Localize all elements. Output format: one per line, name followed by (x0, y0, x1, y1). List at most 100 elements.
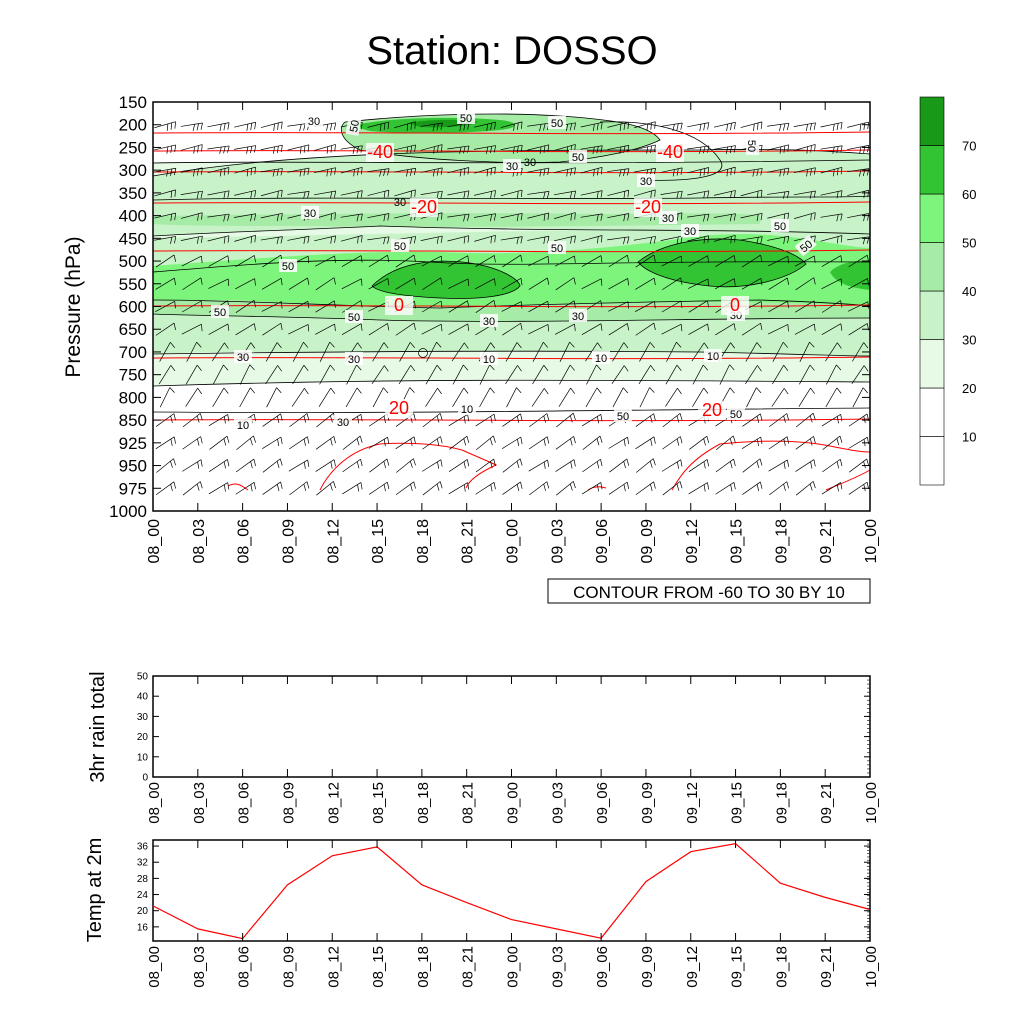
barb-feather (437, 145, 439, 153)
humidity-label: 30 (345, 352, 363, 366)
barb-staff (395, 254, 415, 268)
pressure-tick-label: 450 (119, 229, 147, 248)
barb-feather (623, 237, 626, 245)
wind-barb (448, 459, 470, 472)
barb-staff (181, 255, 202, 267)
wind-barb (447, 145, 470, 154)
barb-feather (516, 145, 519, 153)
barb-staff (234, 190, 256, 196)
time-tick-label: 08_03 (191, 946, 208, 988)
barb-feather (254, 167, 256, 175)
barb-staff (261, 277, 282, 290)
wind-barb (288, 459, 310, 472)
barb-feather (277, 416, 280, 423)
barb-feather (734, 235, 736, 243)
time-tick-label: 09_12 (684, 946, 701, 988)
barb-staff (420, 190, 443, 195)
wind-barb (847, 301, 869, 312)
barb-feather (361, 167, 363, 175)
isotherm-label-text: 20 (389, 398, 409, 418)
barb-staff (368, 278, 389, 290)
barb-feather (489, 364, 495, 371)
wind-barb (661, 300, 683, 313)
wind-barb (531, 388, 549, 407)
barb-staff (767, 255, 789, 267)
barb-staff (368, 413, 388, 427)
barb-feather (227, 255, 230, 263)
barb-staff (691, 342, 705, 362)
barb-feather (223, 387, 229, 394)
wind-barb (420, 190, 443, 199)
barb-feather (703, 123, 706, 131)
barb-feather (334, 300, 336, 308)
barb-feather (809, 341, 815, 348)
barb-staff (265, 342, 278, 362)
barb-feather (866, 458, 869, 466)
barb-feather (646, 146, 649, 154)
barb-feather (334, 190, 337, 198)
barb-feather (493, 213, 497, 221)
barb-staff (182, 481, 201, 496)
wind-barb (821, 255, 843, 267)
barb-feather (174, 301, 176, 309)
humidity-label: 30 (480, 314, 498, 328)
time-tick-label: 08_15 (370, 946, 387, 988)
barb-staff (395, 277, 415, 290)
barb-staff (848, 254, 868, 268)
barb-feather (383, 237, 386, 245)
barb-staff (447, 190, 470, 196)
barb-feather (597, 416, 600, 424)
wind-barb (207, 167, 230, 177)
wind-barb (611, 365, 629, 384)
barb-feather (810, 168, 812, 176)
barb-staff (745, 342, 758, 362)
barb-staff (367, 236, 390, 241)
humidity-band-7 (372, 261, 520, 299)
barb-staff (394, 144, 416, 151)
barb-feather (493, 300, 496, 308)
barb-staff (449, 435, 468, 450)
wind-barb (340, 235, 363, 244)
wind-barb (580, 235, 603, 244)
wind-barb (501, 436, 523, 449)
barb-staff (634, 189, 656, 197)
barb-staff (234, 121, 256, 128)
barb-feather (813, 436, 816, 444)
barb-feather (600, 145, 603, 153)
barb-staff (692, 364, 704, 385)
barb-feather (494, 167, 496, 175)
barb-feather (463, 168, 466, 176)
barb-feather (654, 189, 656, 197)
barb-feather (619, 123, 622, 131)
barb-staff (607, 168, 630, 173)
barb-feather (676, 438, 680, 446)
barb-feather (840, 278, 843, 286)
barb-feather (839, 435, 843, 443)
barb-staff (635, 277, 655, 290)
barb-staff (794, 323, 815, 335)
barb-feather (547, 459, 550, 467)
barb-staff (265, 365, 278, 385)
barb-feather (440, 324, 443, 332)
wind-barb (607, 145, 630, 154)
barb-feather (539, 146, 542, 154)
wind-barb (609, 458, 630, 473)
wind-barb (395, 436, 416, 450)
barb-feather (520, 145, 523, 153)
barb-staff (260, 236, 283, 241)
barb-feather (433, 146, 435, 154)
wind-barb (422, 436, 443, 450)
barb-feather (436, 168, 439, 176)
barb-feather (379, 169, 382, 177)
barb-feather (787, 212, 790, 220)
barb-feather (867, 190, 870, 198)
pressure-axis-label: Pressure (hPa) (62, 236, 85, 377)
rain-frame (152, 675, 871, 778)
wind-barb (342, 435, 363, 450)
barb-feather (627, 213, 630, 221)
barb-feather (707, 167, 710, 175)
barb-feather (623, 461, 626, 469)
barb-feather (680, 277, 683, 285)
barb-feather (440, 122, 443, 130)
barb-feather (619, 146, 622, 154)
